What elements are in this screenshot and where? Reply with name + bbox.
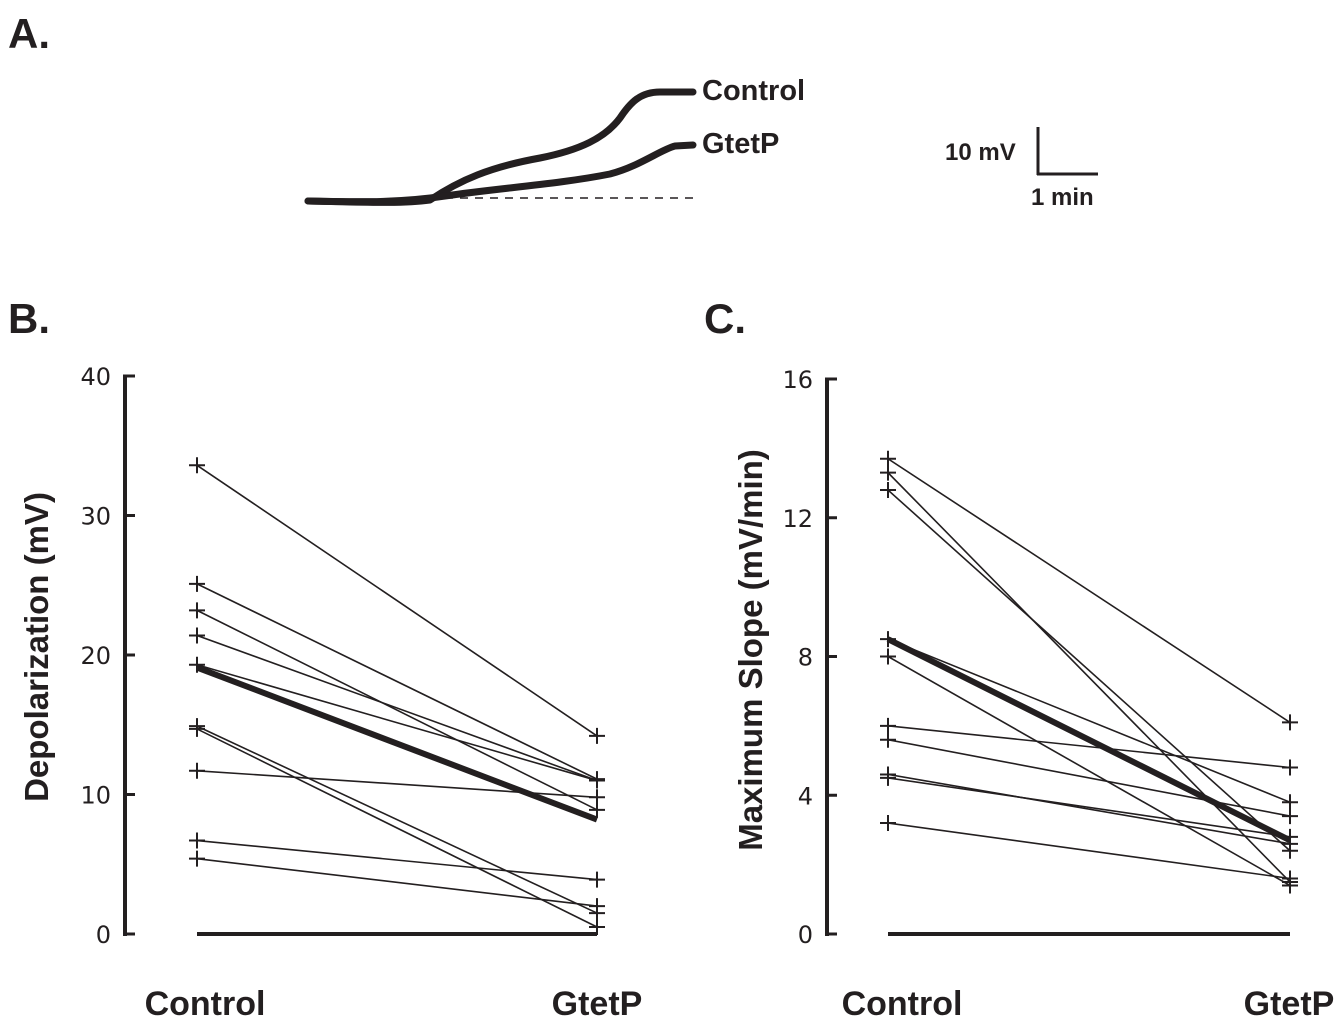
panel-b-pair-line [196, 464, 598, 737]
panel-c-y-axis-title: Maximum Slope (mV/min) [732, 449, 769, 851]
panel-c-pair-line [887, 777, 1291, 838]
control-trace-label: Control [702, 75, 805, 107]
panel-b-label: B. [8, 295, 50, 342]
panel-b-pair-line [196, 634, 598, 782]
panel-c-y-tick-label: 12 [782, 505, 813, 533]
panel-b-data-point [189, 602, 205, 619]
panel-c-category-gtetp: GtetP [1244, 985, 1335, 1021]
panel-c-data-point [880, 450, 896, 467]
panel-b-y-axis-title: Depolarization (mV) [18, 492, 55, 802]
panel-b-pair-line [196, 769, 598, 799]
panel-b-category-control: Control [145, 985, 266, 1021]
panel-c-pair-line [887, 472, 1291, 883]
panel-c-category-control: Control [842, 985, 963, 1021]
panel-b-pair-line [196, 728, 598, 928]
panel-b-pair-line [196, 839, 598, 881]
panel-c-data-point [1282, 794, 1298, 811]
panel-c-pair-line [887, 738, 1291, 817]
scale-bar-voltage-label: 10 mV [945, 139, 1016, 166]
panel-b-y-tick-label: 10 [80, 782, 111, 810]
panel-c-y-tick-label: 16 [782, 366, 813, 394]
panel-c-pair-line [887, 458, 1291, 724]
panel-c-chart: 0 4 8 12 16 [782, 366, 1298, 949]
panel-c-y-tick-label: 8 [798, 644, 813, 672]
panel-b-data-point [189, 850, 205, 867]
gtetp-trace [304, 141, 697, 206]
panel-b-y-tick-label: 30 [80, 503, 111, 531]
panel-a-traces: Control GtetP [304, 75, 805, 206]
panel-c-data-point [880, 648, 896, 665]
panel-c-data-point [1282, 759, 1298, 776]
panel-a-label: A. [8, 10, 50, 57]
panel-b-y-tick-label: 40 [80, 363, 111, 391]
panel-c-data-point [880, 769, 896, 786]
panel-b-data-point [189, 627, 205, 644]
panel-b-data-point [189, 762, 205, 779]
panel-c-data-point [1282, 808, 1298, 825]
panel-b-category-gtetp: GtetP [552, 985, 643, 1021]
panel-b-y-tick-label: 20 [80, 642, 111, 670]
panel-c-pair-line [887, 489, 1291, 852]
panel-b-data-point [589, 871, 605, 888]
panel-c-data-point [880, 815, 896, 831]
panel-b-data-point [589, 772, 605, 789]
panel-c-pair-line [887, 655, 1291, 887]
panel-c-pair-line [887, 725, 1291, 769]
panel-b-pair-line [196, 857, 598, 907]
panel-c-data-point [880, 717, 896, 734]
scale-bar-time-label: 1 min [1031, 184, 1094, 211]
scale-bar: 10 mV 1 min [945, 127, 1098, 211]
panel-b-mean-line [195, 664, 599, 823]
panel-c-mean-line [886, 636, 1292, 844]
panel-b-pair-line [196, 725, 598, 914]
panel-c-data-point [880, 731, 896, 748]
panel-b-y-tick-label: 0 [96, 921, 111, 949]
panel-b-pair-line [196, 609, 598, 811]
panel-b-data-point [589, 789, 605, 806]
panel-c-y-tick-label: 4 [798, 782, 813, 810]
panel-b-data-point [189, 457, 205, 474]
gtetp-trace-label: GtetP [702, 128, 779, 160]
panel-b-pair-line [196, 663, 598, 782]
panel-b-data-point [189, 832, 205, 849]
panel-c-pair-line [887, 773, 1291, 845]
panel-c-data-point [1282, 870, 1298, 887]
panel-b-data-point [589, 727, 605, 744]
panel-c-label: C. [704, 295, 746, 342]
panel-b-pair-line [196, 583, 598, 780]
panel-c-data-point [880, 464, 896, 481]
panel-c-y-tick-label: 0 [798, 921, 813, 949]
panel-c-pair-line [887, 638, 1291, 803]
panel-b-data-point [189, 575, 205, 592]
panel-b-data-point [189, 720, 205, 737]
panel-c-pair-line [887, 822, 1291, 880]
panel-b-chart: 0 10 20 30 40 [80, 363, 605, 949]
panel-b-data-point [589, 898, 605, 915]
panel-c-data-point [1282, 714, 1298, 731]
panel-c-data-point [880, 482, 896, 498]
